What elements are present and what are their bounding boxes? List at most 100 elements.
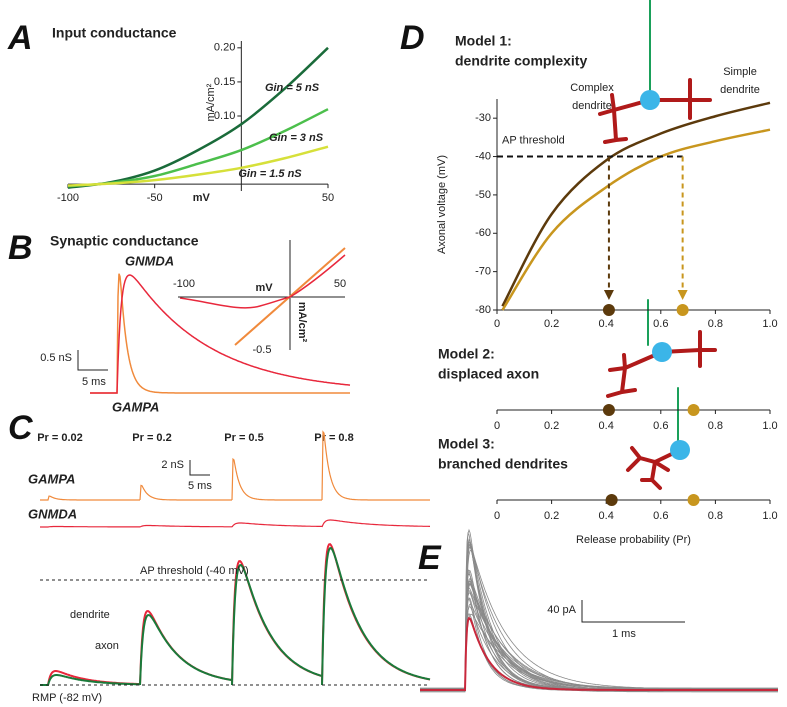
y-tick-label: -70 <box>475 266 491 278</box>
y-tick-label: 0.10 <box>214 110 235 122</box>
y-axis-label: Axonal voltage (mV) <box>436 155 448 254</box>
x-tick-label: 0.8 <box>708 420 723 432</box>
ampa-trace <box>231 457 322 501</box>
x-tick-label: -50 <box>147 192 163 204</box>
current-trace <box>420 582 778 690</box>
panel-title: branched dendrites <box>438 456 568 472</box>
condition-label: Pr = 0.2 <box>132 432 171 444</box>
panel-label: C <box>8 409 33 447</box>
line <box>67 145 329 187</box>
cell-model-2 <box>606 299 717 398</box>
panel-title: Model 2: <box>438 346 495 362</box>
scale-label: 5 ms <box>82 376 106 388</box>
x-tick-label: 0.4 <box>599 318 614 330</box>
ampa-label: GAMPA <box>112 399 159 414</box>
rmp-label: RMP (-82 mV) <box>32 692 102 704</box>
inset-x-label: mV <box>255 282 273 294</box>
legend-label: Simple dendrite <box>720 66 760 96</box>
ampa-trace <box>40 495 140 501</box>
current-trace <box>420 597 778 690</box>
panel-label: B <box>8 229 33 267</box>
x-tick-label: 1.0 <box>762 318 777 330</box>
inset-tick-label: 50 <box>334 278 346 290</box>
x-tick-label: 0.4 <box>599 420 614 432</box>
dot <box>602 404 615 416</box>
ampa-trace <box>139 484 232 501</box>
scale-bar <box>581 600 685 623</box>
arrow-head <box>603 290 614 300</box>
panel-title: Model 3: <box>438 436 495 452</box>
cell-model-3 <box>626 387 690 490</box>
nmda-label: GNMDA <box>125 253 174 268</box>
x-tick-label: 0 <box>494 510 500 522</box>
current-trace <box>420 603 778 689</box>
condition-label: Pr = 0.8 <box>314 432 353 444</box>
y-axis-label: mA/cm² <box>205 83 217 121</box>
x-tick-label: 0.6 <box>653 318 668 330</box>
scale-label: 40 pA <box>547 604 576 616</box>
nmda-trace <box>231 522 322 528</box>
legend-label: Gin = 1.5 nS <box>238 168 302 180</box>
dot <box>605 494 618 506</box>
inset-nmda-iv <box>179 254 346 309</box>
panel-label: E <box>418 539 442 577</box>
y-tick-label: 0.15 <box>214 76 235 88</box>
scale-bar <box>189 460 210 476</box>
x-tick-label: 1.0 <box>762 510 777 522</box>
y-tick-label: -30 <box>475 112 491 124</box>
legend-label: axon <box>95 640 119 652</box>
x-tick-label: 0.4 <box>599 510 614 522</box>
current-trace <box>420 592 778 693</box>
ampa-trace <box>90 273 350 394</box>
panel-title: displaced axon <box>438 366 539 382</box>
dot <box>676 304 689 316</box>
x-tick-label: 0.6 <box>653 420 668 432</box>
dot <box>602 304 615 316</box>
panel-title: Input conductance <box>52 25 177 41</box>
scale-label: 1 ms <box>612 628 636 640</box>
threshold-label: AP threshold (-40 mV) <box>140 565 249 577</box>
x-tick-label: 0.2 <box>544 318 559 330</box>
nmda-trace <box>90 274 351 394</box>
inset-tick-label: -0.5 <box>253 344 272 356</box>
y-tick-label: -60 <box>475 227 491 239</box>
condition-label: Pr = 0.02 <box>37 432 83 444</box>
axon-trace <box>139 614 233 686</box>
x-tick-label: 0.2 <box>544 420 559 432</box>
condition-label: Pr = 0.5 <box>224 432 263 444</box>
axon-trace <box>40 674 140 686</box>
cell-model-1 <box>598 0 712 144</box>
x-tick-label: 0.8 <box>708 318 723 330</box>
x-axis-label: mV <box>193 192 211 204</box>
nmda-trace <box>321 519 430 528</box>
scale-label: 5 ms <box>188 480 212 492</box>
panel-title: Model 1: <box>455 33 512 49</box>
legend-label: Gin = 3 nS <box>269 132 324 144</box>
inset-tick-label: -100 <box>173 278 195 290</box>
x-tick-label: 0 <box>494 318 500 330</box>
scale-label: 0.5 nS <box>40 352 72 364</box>
scale-bar <box>77 350 108 371</box>
x-axis-label: Release probability (Pr) <box>576 534 691 546</box>
dot <box>687 494 700 506</box>
nmda-trace <box>40 525 140 528</box>
x-tick-label: 0.2 <box>544 510 559 522</box>
current-trace <box>420 582 778 691</box>
arrow-head <box>677 290 688 300</box>
nmda-trace <box>139 524 232 528</box>
current-trace <box>420 589 778 691</box>
mean-trace <box>420 616 778 691</box>
panel-label: D <box>400 19 425 57</box>
x-tick-label: -100 <box>57 192 79 204</box>
y-tick-label: 0.20 <box>214 42 235 54</box>
x-tick-label: 0 <box>494 420 500 432</box>
y-tick-label: -80 <box>475 304 491 316</box>
scale-label: 2 nS <box>161 459 184 471</box>
ampa-trace <box>321 430 430 501</box>
panel-label: A <box>7 19 33 57</box>
x-tick-label: 0.6 <box>653 510 668 522</box>
threshold-label: AP threshold <box>502 134 565 146</box>
axon-trace <box>231 564 323 686</box>
line <box>67 46 329 189</box>
